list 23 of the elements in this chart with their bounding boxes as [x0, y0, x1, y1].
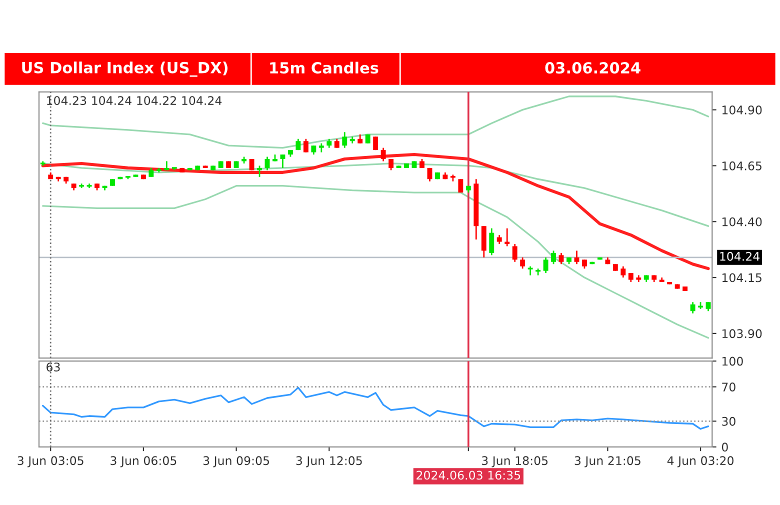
- ref-line-label: 104.24: [720, 252, 760, 261]
- x-tick-label: 3 Jun 21:05: [574, 456, 640, 468]
- y-tick-label: 70: [722, 382, 736, 392]
- y-tick-label: 103.90: [722, 329, 762, 338]
- y-tick-label: 104.15: [722, 273, 762, 282]
- annotation: 104.23 104.24 104.22 104.24: [47, 96, 222, 106]
- y-tick-label: 0: [722, 442, 728, 452]
- x-tick-label: 2024.06.03 16:35: [416, 470, 520, 480]
- x-tick-label: 3 Jun 03:05: [18, 456, 84, 468]
- x-tick-label: 4 Jun 03:20: [667, 456, 734, 468]
- x-tick-label: 3 Jun 18:05: [482, 456, 548, 468]
- y-tick-label: 30: [722, 416, 736, 426]
- y-tick-label: 100: [722, 356, 743, 366]
- y-tick-label: 104.65: [722, 161, 762, 170]
- chart-title: US Dollar Index (US_DX): [22, 62, 228, 77]
- text: 03.06.2024: [545, 62, 640, 74]
- annotation: 63: [46, 362, 60, 372]
- x-tick-label: 3 Jun 12:05: [296, 456, 362, 468]
- y-tick-label: 104.40: [722, 217, 762, 226]
- chart-subtitle: 15m Candles: [270, 62, 378, 74]
- x-tick-label: 3 Jun 09:05: [203, 456, 270, 468]
- y-tick-label: 104.90: [722, 106, 762, 114]
- x-tick-label: 3 Jun 06:05: [110, 456, 176, 468]
